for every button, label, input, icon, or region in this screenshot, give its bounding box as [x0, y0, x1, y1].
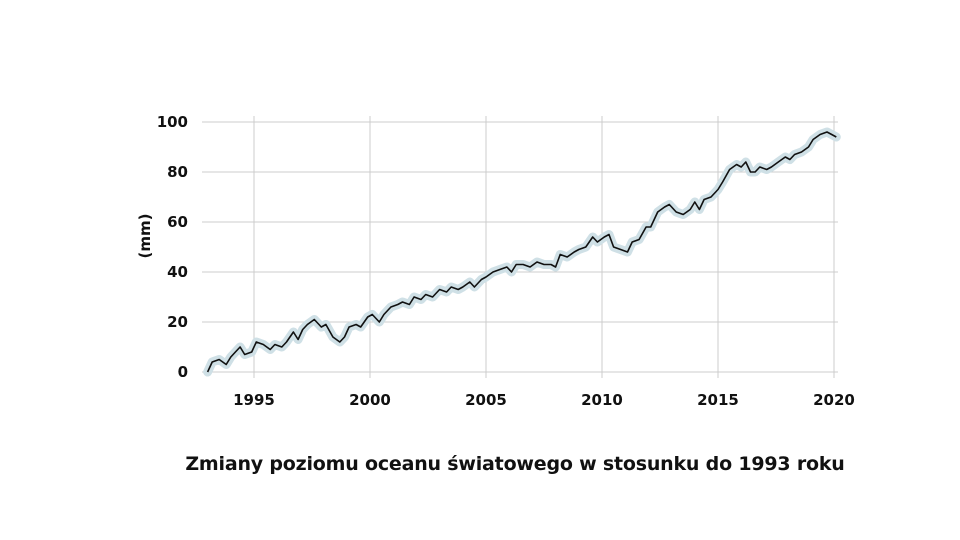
y-tick-label: 100: [157, 113, 188, 131]
series-halo: [203, 127, 841, 377]
x-tick-label: 2015: [697, 391, 739, 409]
y-axis-ticks: 0 20 40 60 80 100: [157, 113, 188, 381]
x-tick-label: 2000: [349, 391, 391, 409]
x-tick-label: 2010: [581, 391, 623, 409]
y-tick-label: 40: [167, 263, 188, 281]
series-line: [206, 131, 837, 373]
x-tick-label: 1995: [233, 391, 275, 409]
chart-title: Zmiany poziomu oceanu światowego w stosu…: [185, 453, 845, 475]
y-tick-label: 0: [178, 363, 188, 381]
y-tick-label: 60: [167, 213, 188, 231]
y-tick-label: 20: [167, 313, 188, 331]
x-tick-label: 2020: [813, 391, 855, 409]
y-axis-label: (mm): [136, 214, 154, 259]
x-tick-label: 2005: [465, 391, 507, 409]
x-axis-ticks: 1995 2000 2005 2010 2015 2020: [233, 391, 855, 409]
y-tick-label: 80: [167, 163, 188, 181]
